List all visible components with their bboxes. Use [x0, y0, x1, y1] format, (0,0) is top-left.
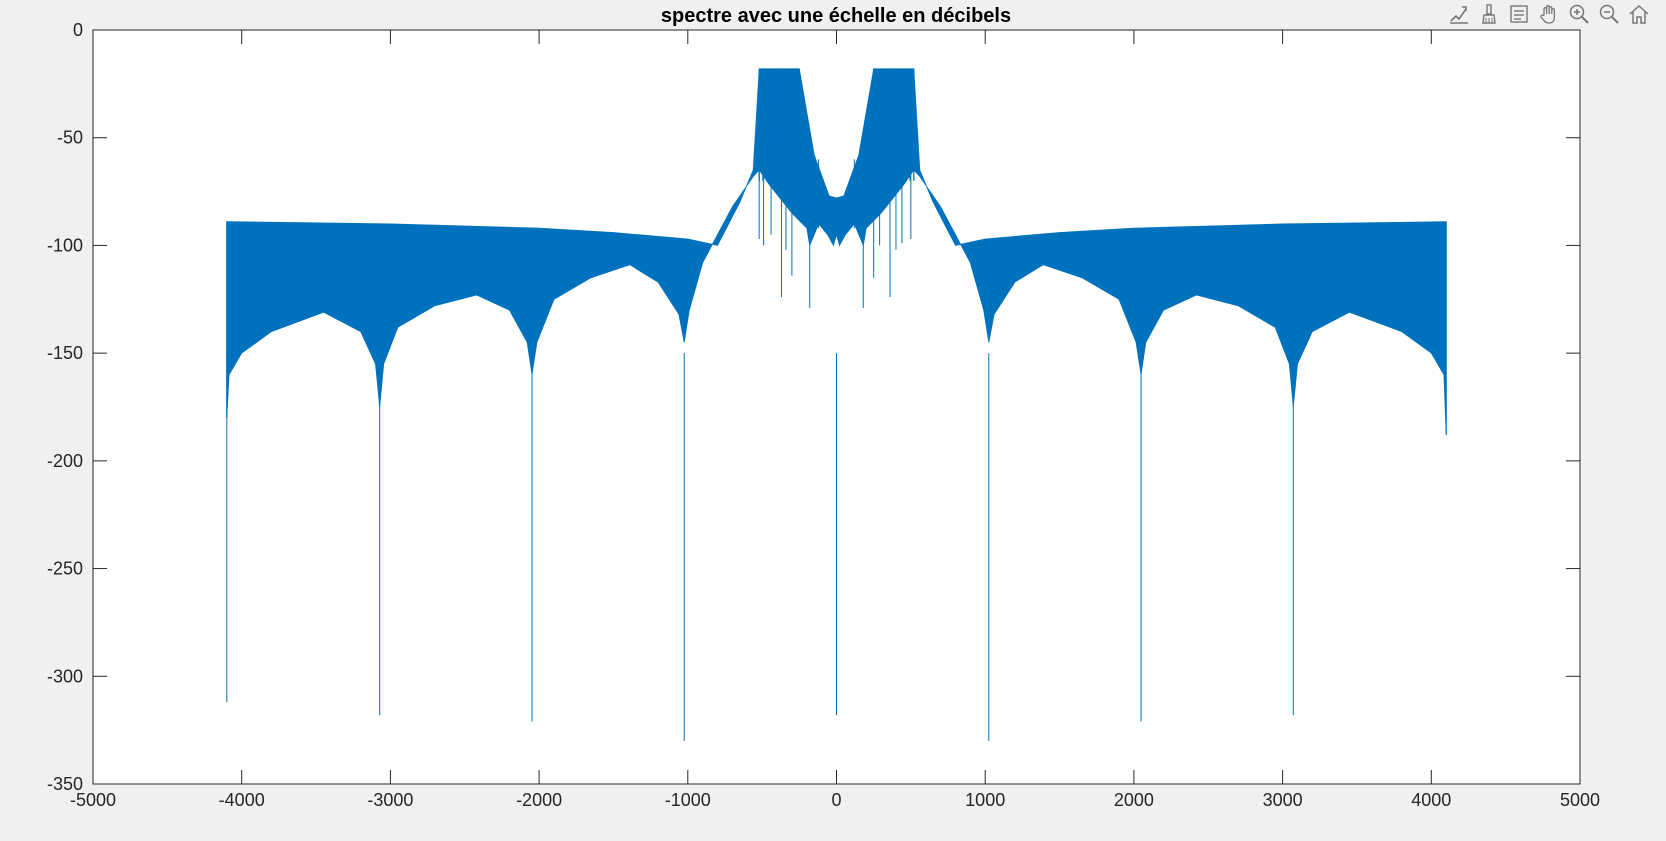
- axes-ticks: -5000 -4000 -3000 -2000 -1000 0 1000 2000 3000 40…: [47, 20, 1600, 810]
- home-restore-icon: [1629, 4, 1649, 24]
- x-tick-label-3: -2000: [516, 790, 562, 810]
- data-cursor-button[interactable]: [1506, 1, 1532, 27]
- x-tick-label-9: 4000: [1411, 790, 1451, 810]
- x-tick-label-10: 5000: [1560, 790, 1600, 810]
- x-tick-label-7: 2000: [1114, 790, 1154, 810]
- data-cursor-icon: [1510, 5, 1528, 23]
- pan-hand-icon: [1540, 5, 1556, 24]
- brush-button[interactable]: [1476, 1, 1502, 27]
- edit-data-tip-button[interactable]: [1446, 1, 1472, 27]
- zoom-in-icon: [1569, 4, 1589, 24]
- x-tick-label-1: -4000: [219, 790, 265, 810]
- edit-data-tip-icon: [1450, 6, 1468, 24]
- brush-icon: [1482, 4, 1496, 24]
- y-tick-label-7: -350: [47, 774, 83, 794]
- figure-toolbar: [1446, 0, 1652, 28]
- y-tick-label-1: -50: [57, 128, 83, 148]
- restore-view-button[interactable]: [1626, 1, 1652, 27]
- x-tick-label-5: 0: [831, 790, 841, 810]
- y-tick-label-2: -100: [47, 235, 83, 255]
- x-tick-label-0: -5000: [70, 790, 116, 810]
- pan-button[interactable]: [1536, 1, 1562, 27]
- y-tick-label-6: -300: [47, 666, 83, 686]
- zoom-out-icon: [1599, 4, 1619, 24]
- y-tick-label-3: -150: [47, 343, 83, 363]
- x-tick-label-4: -1000: [665, 790, 711, 810]
- zoom-in-button[interactable]: [1566, 1, 1592, 27]
- x-tick-label-2: -3000: [367, 790, 413, 810]
- x-tick-label-8: 3000: [1263, 790, 1303, 810]
- y-tick-label-4: -200: [47, 451, 83, 471]
- y-tick-label-0: 0: [73, 20, 83, 40]
- spectrum-series: [226, 68, 1447, 741]
- chart-title: spectre avec une échelle en décibels: [661, 5, 1011, 27]
- x-tick-label-6: 1000: [965, 790, 1005, 810]
- zoom-out-button[interactable]: [1596, 1, 1622, 27]
- y-tick-label-5: -250: [47, 559, 83, 579]
